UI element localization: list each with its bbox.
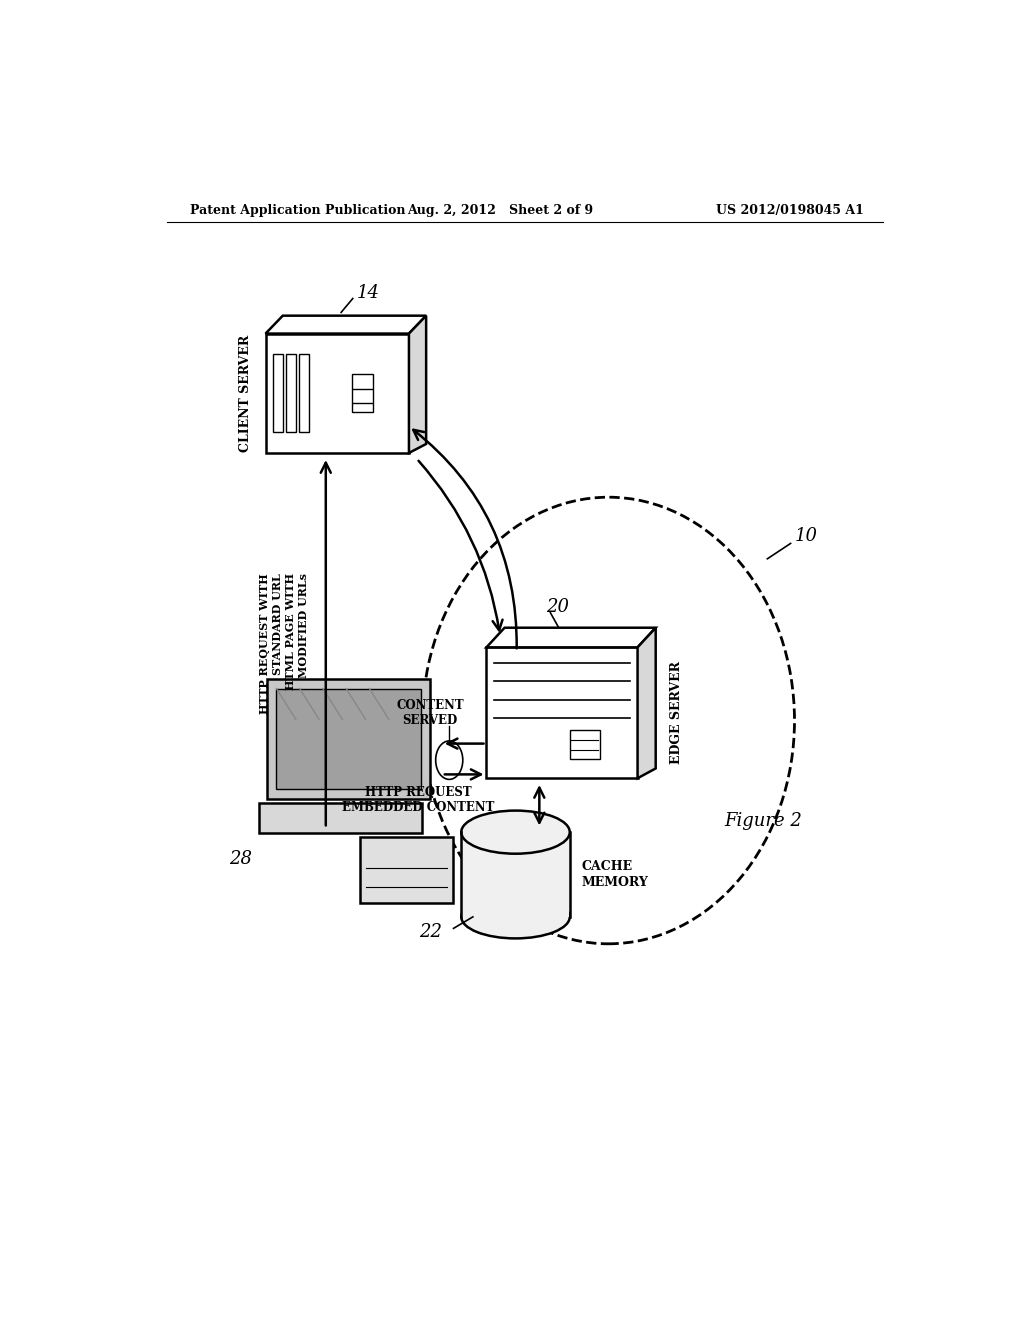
- Text: Patent Application Publication: Patent Application Publication: [190, 205, 406, 218]
- Polygon shape: [486, 647, 638, 779]
- Ellipse shape: [461, 895, 569, 939]
- Polygon shape: [360, 837, 453, 903]
- FancyBboxPatch shape: [569, 730, 600, 759]
- Text: 14: 14: [356, 284, 380, 302]
- Polygon shape: [461, 832, 569, 917]
- Text: HTTP REQUEST WITH
STANDARD URL
HTML PAGE WITH
MODIFIED URLs: HTTP REQUEST WITH STANDARD URL HTML PAGE…: [259, 573, 308, 714]
- Polygon shape: [267, 680, 430, 799]
- Polygon shape: [276, 689, 421, 789]
- Text: 28: 28: [228, 850, 252, 869]
- Text: EDGE SERVER: EDGE SERVER: [670, 661, 683, 764]
- Polygon shape: [265, 334, 409, 453]
- Text: US 2012/0198045 A1: US 2012/0198045 A1: [717, 205, 864, 218]
- FancyBboxPatch shape: [272, 355, 283, 432]
- Polygon shape: [265, 315, 426, 334]
- Polygon shape: [409, 315, 426, 453]
- Text: HTTP REQUEST
EMBEDDED CONTENT: HTTP REQUEST EMBEDDED CONTENT: [342, 785, 495, 814]
- Text: 22: 22: [419, 923, 442, 941]
- Ellipse shape: [461, 810, 569, 854]
- FancyBboxPatch shape: [286, 355, 296, 432]
- Text: CACHE
MEMORY: CACHE MEMORY: [582, 861, 648, 888]
- Text: Figure 2: Figure 2: [725, 812, 803, 829]
- Text: 10: 10: [795, 527, 817, 545]
- Polygon shape: [486, 628, 655, 647]
- Text: 20: 20: [547, 598, 569, 615]
- Text: Aug. 2, 2012   Sheet 2 of 9: Aug. 2, 2012 Sheet 2 of 9: [407, 205, 593, 218]
- Ellipse shape: [435, 741, 463, 779]
- Text: CLIENT SERVER: CLIENT SERVER: [239, 335, 252, 451]
- FancyBboxPatch shape: [299, 355, 308, 432]
- Polygon shape: [638, 628, 655, 779]
- FancyBboxPatch shape: [351, 374, 373, 412]
- Text: CONTENT
SERVED: CONTENT SERVED: [396, 698, 464, 726]
- Polygon shape: [462, 832, 569, 917]
- Polygon shape: [259, 803, 422, 833]
